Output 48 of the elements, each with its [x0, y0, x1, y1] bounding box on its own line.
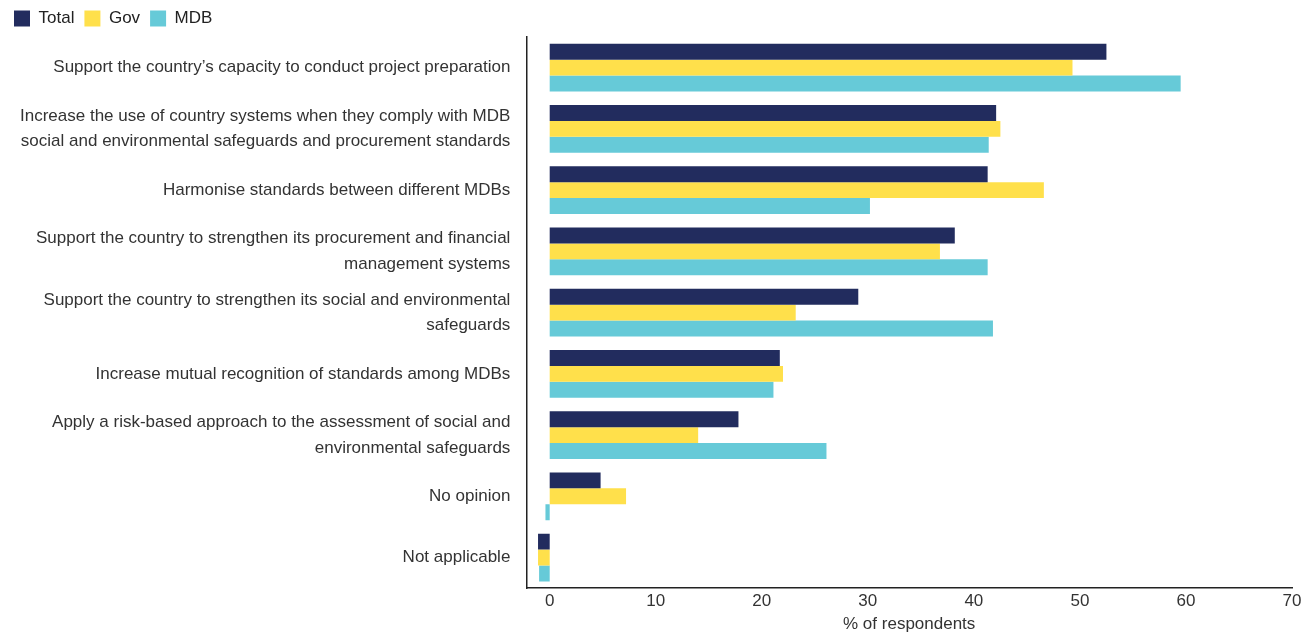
- bar: [549, 349, 780, 366]
- bar: [549, 443, 827, 459]
- bar: [549, 43, 1107, 60]
- bar: [549, 120, 1001, 137]
- y-tick-label: Support the country to strengthen its procurement and financial management systems: [35, 228, 511, 273]
- bar: [549, 136, 989, 153]
- x-tick-label: 20: [752, 591, 772, 611]
- bar: [549, 59, 1073, 76]
- bar: [549, 104, 997, 121]
- y-tick-label: Increase mutual recognition of standards among MDBs: [95, 363, 511, 383]
- bar: [549, 243, 940, 260]
- x-tick-label: 50: [1070, 591, 1090, 611]
- bar: [549, 320, 993, 337]
- bar: [549, 75, 1181, 92]
- x-tick-label: 10: [646, 591, 666, 611]
- y-tick-label: Increase the use of country systems when they comply with MDB social and environmental safeguards and procurement standards: [19, 105, 511, 151]
- bar: [549, 411, 739, 428]
- legend-label: Total: [38, 8, 75, 28]
- x-tick-label: 70: [1282, 591, 1302, 611]
- bar: [549, 427, 699, 444]
- bar: [549, 227, 955, 244]
- y-tick-label: Not applicable: [402, 547, 511, 567]
- bar: [549, 304, 796, 321]
- bar: [549, 381, 774, 398]
- bar: [538, 549, 550, 566]
- y-tick-label: Apply a risk-based approach to the assessment of social and environmental safeguards: [52, 412, 511, 457]
- y-tick-label: Support the country’s capacity to conduct project preparation: [53, 57, 511, 77]
- bar: [549, 488, 627, 505]
- x-tick-label: 60: [1176, 591, 1196, 611]
- y-tick-label: Harmonise standards between different MDBs: [162, 179, 511, 199]
- bar: [549, 198, 870, 214]
- legend-label: Gov: [108, 8, 141, 28]
- y-tick-label: Support the country to strengthen its social and environmental safeguards: [43, 289, 511, 335]
- legend-label: MDB: [174, 8, 213, 28]
- bar: [549, 472, 601, 489]
- bar: [549, 166, 988, 183]
- x-tick-label: 40: [964, 591, 984, 611]
- x-axis-title: % of respondents: [843, 614, 976, 634]
- x-tick-label: 30: [858, 591, 878, 611]
- x-tick-label: 0: [544, 591, 555, 611]
- y-tick-label: No opinion: [429, 486, 511, 506]
- bar: [549, 182, 1044, 199]
- bar: [538, 533, 550, 550]
- bar: [549, 365, 783, 382]
- bar: [549, 259, 988, 276]
- bar: [545, 504, 550, 521]
- bar: [539, 565, 550, 582]
- bar: [549, 288, 859, 305]
